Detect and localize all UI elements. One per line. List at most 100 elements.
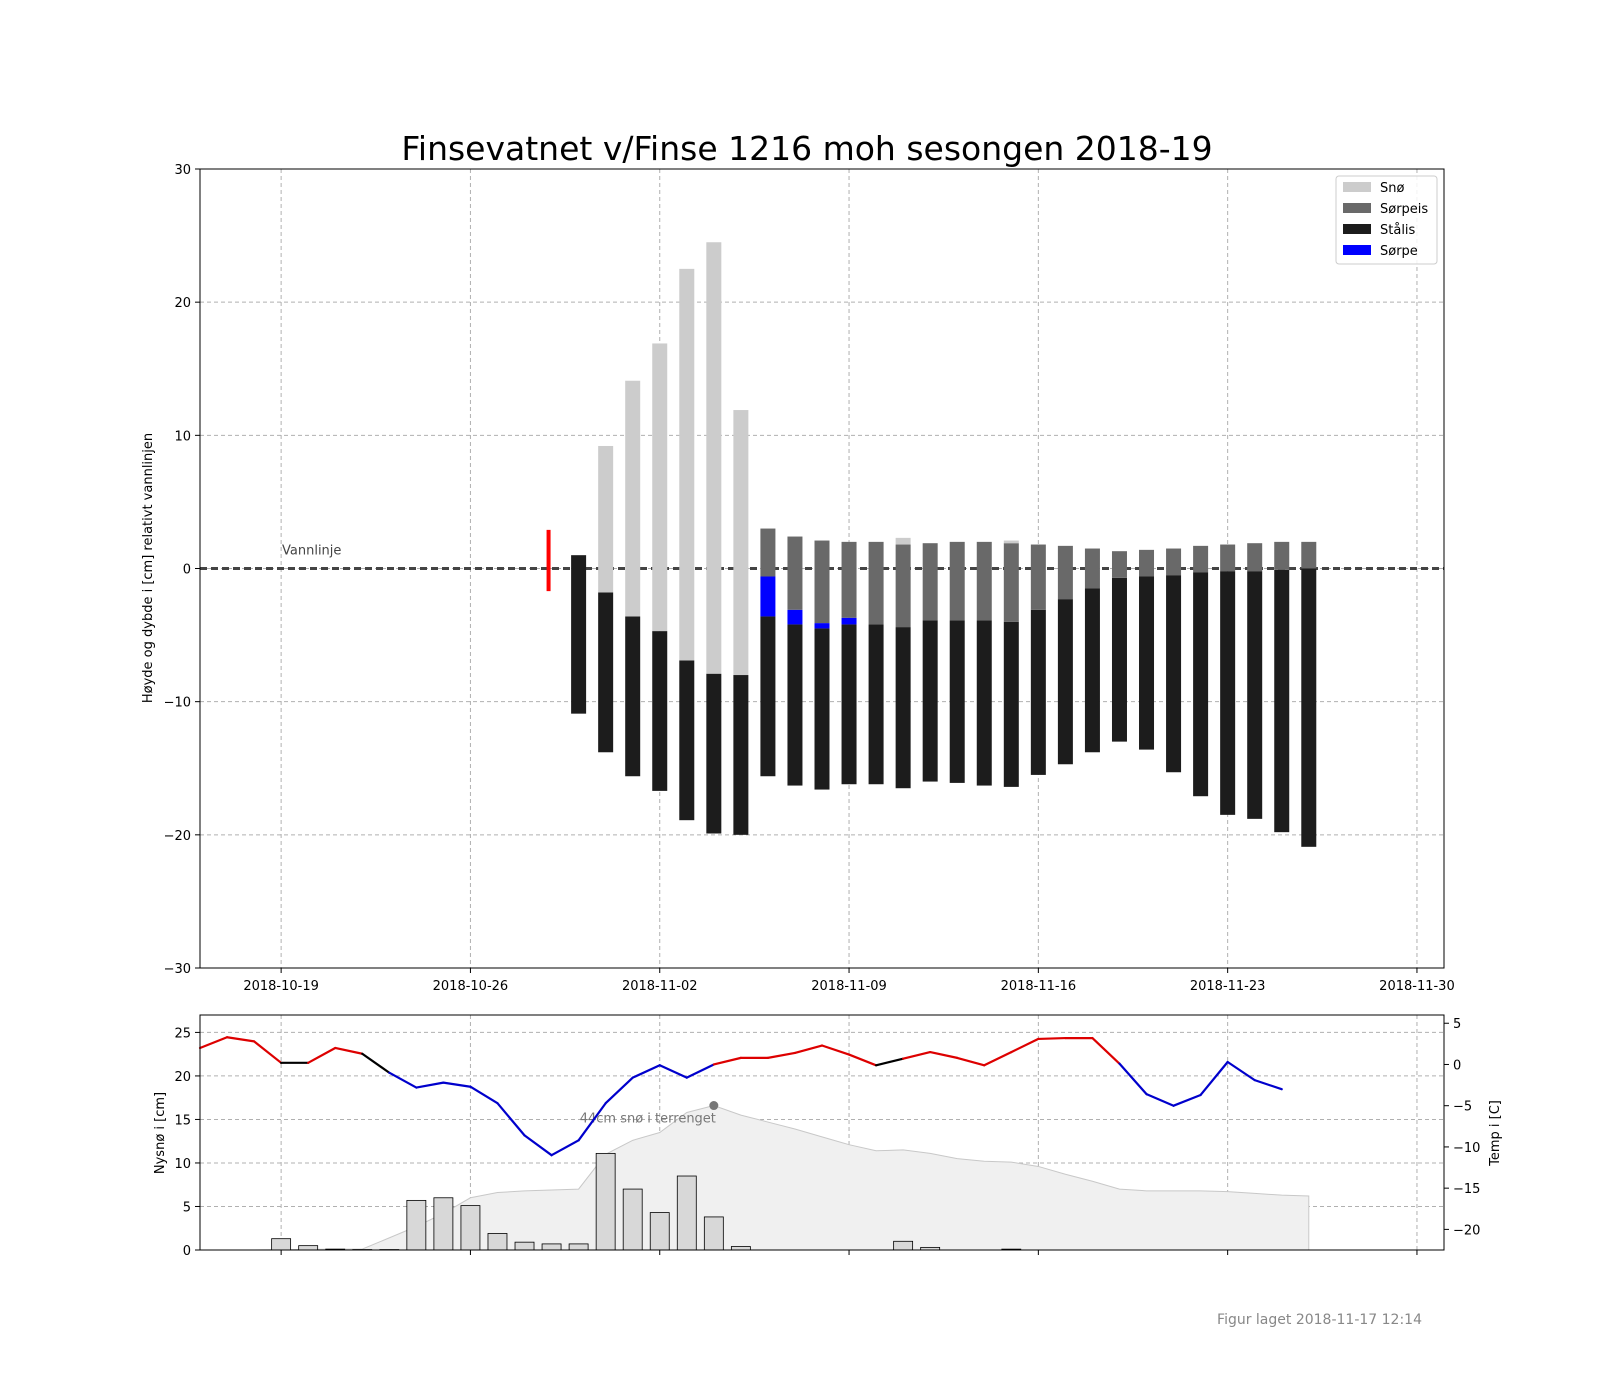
temperature-line-segment	[1253, 1079, 1283, 1091]
slush-ice-bar	[1220, 544, 1236, 572]
steel-ice-bar	[1057, 599, 1073, 765]
y-tick-label: 20	[174, 296, 191, 311]
x-tick-label: 2018-11-09	[811, 979, 887, 994]
steel-ice-bar	[598, 592, 614, 753]
y-tick-label: 10	[174, 1157, 191, 1172]
temperature-line-segment	[550, 1139, 580, 1157]
new-snow-bar	[433, 1197, 454, 1251]
temperature-line-segment	[1226, 1060, 1256, 1082]
slush-ice-bar	[1003, 543, 1019, 622]
y-tick-label: −20	[164, 829, 191, 844]
new-snow-bar	[541, 1243, 562, 1251]
y-tick-label: 25	[174, 1026, 191, 1041]
temperature-line-segment	[388, 1071, 418, 1089]
main-chart: 2018-10-19 2018-10-26 2018-11-02 2018-11-09…	[141, 163, 1455, 994]
slush-ice-bar	[949, 541, 965, 621]
legend-swatch	[1343, 203, 1371, 213]
temperature-line-segment	[361, 1052, 391, 1074]
legend-entry-label: Snø	[1380, 181, 1404, 196]
slush-ice-bar	[1274, 541, 1290, 570]
steel-ice-bar	[1247, 571, 1263, 819]
temperature-line-segment	[1145, 1093, 1175, 1107]
slush-ice-bar	[1166, 548, 1182, 576]
steel-ice-bar	[841, 624, 857, 785]
new-snow-bar	[460, 1205, 481, 1251]
legend-swatch	[1343, 224, 1371, 234]
temperature-line-segment	[334, 1046, 364, 1055]
legend-entry-label: Stålis	[1380, 223, 1416, 238]
slush-ice-bar	[976, 541, 992, 621]
legend: Snø Sørpeis Stålis Sørpe	[1335, 175, 1438, 265]
figure-timestamp: Figur laget 2018-11-17 12:14	[1217, 1312, 1422, 1328]
y2-tick-label: −20	[1453, 1223, 1480, 1238]
steel-ice-bar	[625, 616, 641, 777]
temperature-line-segment	[685, 1063, 715, 1079]
snow-bar	[652, 343, 668, 632]
steel-ice-bar	[1166, 575, 1182, 773]
slush-bar	[760, 576, 776, 617]
terrain-snow-marker	[709, 1101, 719, 1111]
legend-swatch	[1343, 245, 1371, 255]
y-axis-label: Høyde og dybde i [cm] relativt vannlinje…	[141, 433, 156, 703]
steel-ice-bar	[1274, 569, 1290, 833]
steel-ice-bar	[1084, 588, 1100, 753]
slush-bar	[841, 617, 857, 625]
y-tick-label: 15	[174, 1113, 191, 1128]
legend-box	[1335, 175, 1438, 265]
temperature-line-segment	[198, 1036, 229, 1050]
legend-entry-label: Sørpe	[1380, 244, 1418, 259]
snow-bar	[1003, 540, 1019, 544]
slush-ice-bar	[1084, 548, 1100, 589]
new-snow-bar	[298, 1245, 319, 1251]
temperature-line-segment	[415, 1081, 445, 1089]
new-snow-bar	[487, 1233, 508, 1251]
slush-bar	[814, 623, 830, 629]
steel-ice-bar	[760, 616, 776, 777]
y-tick-label: 10	[174, 429, 191, 444]
steel-ice-bar	[922, 620, 938, 782]
slush-ice-bar	[922, 543, 938, 621]
water-line-label: Vannlinje	[282, 544, 341, 559]
y2-tick-label: −5	[1453, 1100, 1472, 1115]
temperature-line-segment	[983, 1051, 1013, 1067]
temperature-line-segment	[469, 1085, 499, 1105]
legend-swatch	[1343, 182, 1371, 192]
slush-ice-bar	[895, 544, 911, 628]
steel-ice-bar	[706, 673, 722, 834]
snow-bar	[895, 537, 911, 545]
temperature-line-segment	[307, 1046, 337, 1064]
slush-ice-bar	[1139, 549, 1155, 577]
y2-tick-label: −10	[1453, 1141, 1480, 1156]
temperature-line-segment	[1037, 1036, 1067, 1041]
new-snow-bar	[514, 1241, 535, 1251]
temperature-line-segment	[766, 1051, 797, 1059]
steel-ice-bar	[868, 624, 884, 785]
new-snow-bar	[568, 1243, 589, 1251]
temperature-line-segment	[1172, 1093, 1202, 1107]
temperature-line-segment	[902, 1051, 932, 1060]
slush-ice-bar	[787, 536, 803, 610]
steel-ice-bar	[1111, 577, 1127, 742]
snow-bar	[679, 268, 695, 661]
temperature-line-segment	[442, 1081, 472, 1088]
steel-ice-bar	[733, 675, 749, 835]
y-tick-label: 20	[174, 1070, 191, 1085]
x-tick-label: 2018-11-30	[1379, 979, 1455, 994]
slush-ice-bar	[868, 541, 884, 625]
y-tick-label: 30	[174, 163, 191, 178]
y2-tick-label: −15	[1453, 1182, 1480, 1197]
steel-ice-bar	[1220, 571, 1236, 815]
steel-ice-bar	[895, 627, 911, 789]
slush-ice-bar	[814, 540, 830, 624]
slush-ice-bar	[1111, 551, 1127, 578]
temperature-line-segment	[252, 1040, 283, 1064]
slush-ice-bar	[1193, 545, 1209, 573]
temperature-line-segment	[956, 1056, 986, 1067]
temperature-line-segment	[523, 1134, 553, 1157]
temperature-line-segment	[577, 1102, 607, 1142]
x-tick-label: 2018-11-02	[622, 979, 698, 994]
lower-chart: 0 5 10 15 20 25 5 0 −5 −10 −15 −20 44cm snø i terren…	[153, 1014, 1503, 1259]
temperature-line-segment	[225, 1036, 256, 1043]
y-axis-label-newsnow: Nysnø i [cm]	[153, 1092, 168, 1174]
